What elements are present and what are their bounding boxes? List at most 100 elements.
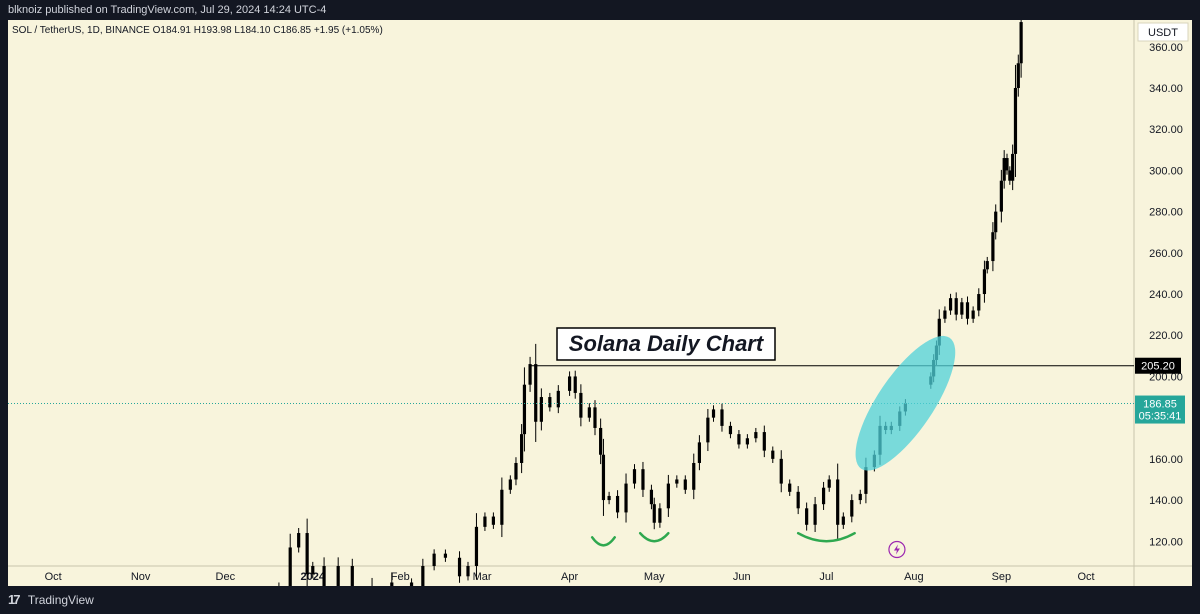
price-candle bbox=[556, 390, 560, 408]
price-candle bbox=[788, 483, 792, 492]
time-tick-label: Feb bbox=[391, 571, 410, 583]
projected-candle bbox=[954, 298, 958, 315]
price-candle bbox=[632, 469, 637, 484]
publisher-bar: blknoiz published on TradingView.com, Ju… bbox=[0, 0, 1200, 20]
tradingview-brand: TradingView bbox=[27, 593, 94, 607]
projected-candle bbox=[971, 310, 975, 319]
price-candle bbox=[624, 483, 628, 513]
price-candle bbox=[522, 384, 527, 435]
price-candle bbox=[520, 434, 524, 463]
price-tick-label: 120.00 bbox=[1149, 536, 1183, 548]
price-candle bbox=[573, 376, 577, 393]
price-tick-label: 360.00 bbox=[1149, 42, 1183, 54]
lightning-icon bbox=[893, 544, 900, 555]
time-tick-label: Apr bbox=[561, 571, 578, 583]
projected-candle bbox=[960, 302, 964, 315]
publisher-text: blknoiz published on TradingView.com, Ju… bbox=[8, 4, 327, 16]
footer-bar: 17 TradingView bbox=[0, 586, 1200, 613]
currency-label: USDT bbox=[1148, 27, 1178, 39]
projected-candle bbox=[977, 294, 981, 311]
price-candle bbox=[697, 442, 702, 463]
price-candle bbox=[836, 479, 840, 525]
projected-candle bbox=[994, 211, 998, 233]
price-candle bbox=[457, 557, 462, 577]
price-tick-label: 160.00 bbox=[1149, 454, 1183, 466]
price-candle bbox=[754, 432, 758, 439]
time-tick-label: Mar bbox=[473, 571, 492, 583]
price-candle bbox=[649, 489, 654, 505]
price-candle bbox=[390, 582, 394, 586]
price-candle bbox=[728, 425, 733, 435]
price-candle bbox=[421, 566, 425, 586]
price-candle bbox=[322, 566, 326, 586]
annotation-box[interactable] bbox=[556, 327, 776, 361]
price-candle bbox=[813, 504, 817, 525]
price-candle bbox=[593, 407, 597, 428]
projected-candle bbox=[937, 318, 941, 346]
price-candle bbox=[599, 427, 603, 455]
price-candle bbox=[771, 450, 775, 459]
time-tick-label: Oct bbox=[1077, 571, 1094, 583]
currency-box[interactable] bbox=[1137, 22, 1189, 42]
price-candle bbox=[514, 462, 518, 480]
price-candle bbox=[587, 407, 591, 418]
price-candle bbox=[805, 508, 809, 525]
bar-countdown-label: 05:35:41 bbox=[1139, 411, 1182, 423]
projected-candle bbox=[1011, 153, 1015, 181]
time-tick-label: Nov bbox=[131, 571, 151, 583]
projected-candle bbox=[985, 261, 989, 270]
time-tick-label: Aug bbox=[904, 571, 924, 583]
last-price-label-bg bbox=[1135, 395, 1185, 424]
price-candle bbox=[675, 479, 679, 484]
price-candle bbox=[311, 566, 315, 575]
time-tick-label: Oct bbox=[45, 571, 62, 583]
projected-candle bbox=[1016, 63, 1020, 88]
price-candle bbox=[508, 479, 512, 490]
price-candle bbox=[466, 566, 470, 577]
price-candle bbox=[864, 467, 868, 494]
projected-candle bbox=[948, 298, 953, 311]
price-candle bbox=[350, 566, 354, 586]
price-candle bbox=[666, 483, 670, 509]
price-tick-label: 140.00 bbox=[1149, 495, 1183, 507]
price-tick-label: 260.00 bbox=[1149, 248, 1183, 260]
price-candle bbox=[779, 458, 783, 484]
chart-svg[interactable]: 120.00140.00160.00180.00200.00220.00240.… bbox=[8, 20, 1192, 586]
price-candle bbox=[491, 516, 495, 525]
price-candle bbox=[762, 432, 766, 451]
projected-candle bbox=[965, 302, 970, 319]
price-tick-label: 340.00 bbox=[1149, 83, 1183, 95]
time-tick-label: May bbox=[644, 571, 665, 583]
price-candle bbox=[827, 479, 831, 488]
price-candle bbox=[297, 533, 301, 548]
projected-candle bbox=[999, 180, 1003, 212]
price-candle bbox=[539, 397, 543, 422]
price-candle bbox=[641, 469, 645, 490]
symbol-info: SOL / TetherUS, 1D, BINANCE O184.91 H193… bbox=[12, 25, 383, 36]
annotation-text: Solana Daily Chart bbox=[569, 331, 765, 356]
projected-candle bbox=[1005, 158, 1009, 171]
price-candle bbox=[500, 489, 504, 525]
price-candle bbox=[336, 566, 340, 586]
tradingview-logo[interactable]: 17 bbox=[8, 592, 21, 607]
event-marker-icon[interactable] bbox=[888, 540, 906, 559]
breakout-highlight-ellipse bbox=[855, 335, 956, 471]
projected-candle bbox=[1019, 22, 1023, 64]
support-smile-arc bbox=[638, 531, 670, 543]
price-candle bbox=[683, 479, 687, 490]
support-smile-arc bbox=[590, 536, 616, 547]
price-candle bbox=[821, 487, 826, 505]
price-tick-label: 320.00 bbox=[1149, 124, 1183, 136]
price-candle bbox=[474, 526, 479, 566]
price-candle bbox=[567, 376, 572, 391]
time-tick-label: Sep bbox=[992, 571, 1012, 583]
price-candle bbox=[305, 533, 309, 575]
price-candle bbox=[288, 547, 292, 586]
resistance-price-label: 205.20 bbox=[1141, 361, 1175, 373]
projected-candle bbox=[982, 269, 987, 295]
price-candle bbox=[858, 493, 862, 501]
price-candle bbox=[607, 495, 611, 501]
chart-area[interactable]: 120.00140.00160.00180.00200.00220.00240.… bbox=[8, 20, 1192, 586]
projected-candle bbox=[1002, 158, 1006, 181]
price-candle bbox=[534, 364, 538, 422]
